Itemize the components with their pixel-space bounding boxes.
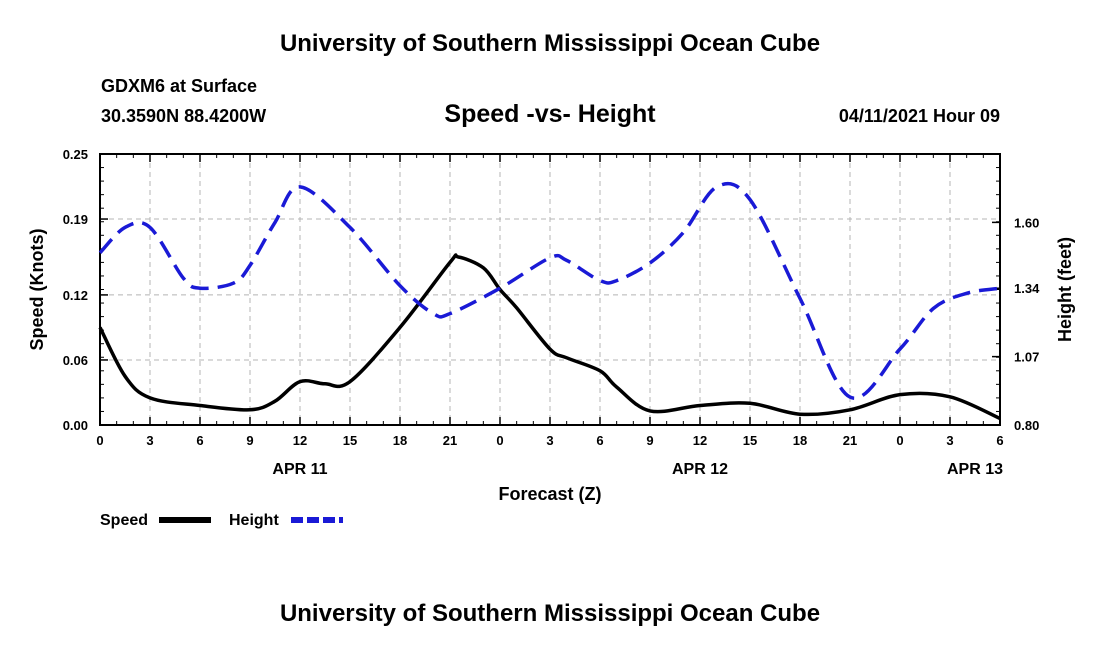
- x-tick-label: 9: [246, 433, 253, 448]
- y-tick-label: 0.19: [63, 212, 88, 227]
- x-tick-label: 9: [646, 433, 653, 448]
- date-label: 04/11/2021 Hour 09: [838, 106, 1000, 126]
- x-tick-label: 3: [546, 433, 553, 448]
- series: [98, 181, 1001, 421]
- y-tick-label: 0.06: [63, 353, 88, 368]
- x-tick-label: 15: [343, 433, 357, 448]
- x-tick-label: 6: [196, 433, 203, 448]
- station-label: GDXM6 at Surface: [101, 76, 258, 96]
- x-tick-label: 0: [96, 433, 103, 448]
- date-label: APR 12: [672, 461, 728, 478]
- y2-tick-label: 1.34: [1014, 281, 1040, 296]
- legend-label-height: Height: [229, 512, 279, 529]
- grid: [100, 154, 1000, 425]
- y2-tick-label: 1.07: [1014, 350, 1039, 365]
- y2-tick-label: 0.80: [1014, 418, 1039, 433]
- x-tick-label: 12: [693, 433, 707, 448]
- x-tick-label: 6: [596, 433, 603, 448]
- date-label: APR 11: [272, 461, 327, 478]
- axis-ticks: [99, 153, 1001, 426]
- x-axis-title: Forecast (Z): [498, 484, 601, 504]
- bottom-title: University of Southern Mississippi Ocean…: [279, 600, 821, 627]
- x-tick-label: 0: [496, 433, 503, 448]
- tick-labels: 0 3 6 9 12 15 18 21 0 3 6 9 12 15 18 21 0 3 6 0.00 0.06 0.12 0…: [27, 147, 1075, 504]
- y2-axis-title: Height (feet): [1055, 237, 1075, 342]
- y2-tick-label: 1.60: [1014, 215, 1039, 230]
- top-title: University of Southern Mississippi Ocean…: [279, 30, 821, 57]
- x-tick-label: 21: [843, 433, 857, 448]
- x-tick-label: 0: [896, 433, 903, 448]
- legend: Speed Height: [100, 512, 343, 529]
- series-line-height: [98, 181, 1001, 400]
- date-label: APR 13: [947, 461, 1003, 478]
- x-tick-label: 6: [996, 433, 1003, 448]
- x-tick-label: 18: [393, 433, 407, 448]
- x-tick-label: 3: [946, 433, 953, 448]
- x-tick-label: 18: [793, 433, 807, 448]
- x-tick-label: 3: [146, 433, 153, 448]
- x-tick-label: 15: [743, 433, 757, 448]
- y-tick-label: 0.12: [63, 288, 88, 303]
- x-tick-label: 21: [443, 433, 457, 448]
- y-tick-label: 0.25: [63, 147, 88, 162]
- location-label: 30.3590N 88.4200W: [101, 106, 267, 126]
- y-tick-label: 0.00: [63, 418, 88, 433]
- x-tick-label: 12: [293, 433, 307, 448]
- chart-title: Speed -vs- Height: [444, 100, 656, 128]
- y-axis-title: Speed (Knots): [27, 228, 47, 350]
- legend-label-speed: Speed: [100, 512, 148, 529]
